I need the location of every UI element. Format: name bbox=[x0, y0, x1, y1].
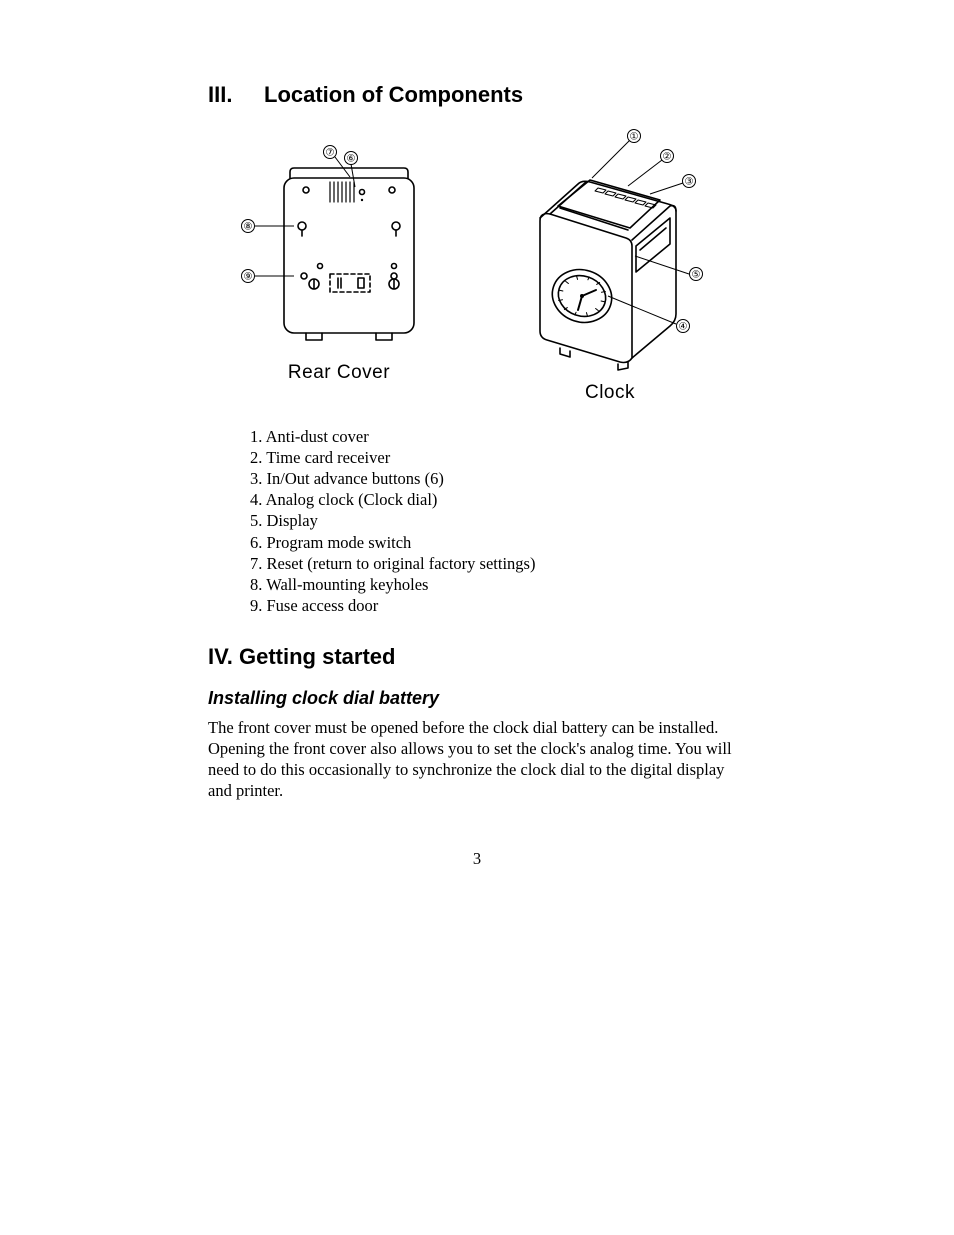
svg-text:①: ① bbox=[630, 132, 639, 143]
svg-text:⑦: ⑦ bbox=[326, 148, 335, 159]
component-list-item: 4. Analog clock (Clock dial) bbox=[250, 489, 746, 510]
figure-rear-caption: Rear Cover bbox=[288, 362, 390, 384]
section-4-heading: IV. Getting started bbox=[208, 644, 746, 670]
section-3-heading: III.Location of Components bbox=[208, 82, 746, 108]
rear-cover-diagram: ⑦ ⑥ ⑧ ⑨ bbox=[234, 126, 444, 356]
svg-text:⑨: ⑨ bbox=[244, 272, 253, 283]
component-list-item: 9. Fuse access door bbox=[250, 595, 746, 616]
component-list: 1. Anti-dust cover2. Time card receiver3… bbox=[250, 426, 746, 616]
component-list-item: 7. Reset (return to original factory set… bbox=[250, 553, 746, 574]
figure-area: ⑦ ⑥ ⑧ ⑨ Rear Cover ① ② ③ ⑤ ④ Clock bbox=[208, 126, 746, 404]
clock-diagram: ① ② ③ ⑤ ④ bbox=[500, 126, 720, 376]
svg-text:②: ② bbox=[663, 152, 672, 163]
page: III.Location of Components ⑦ ⑥ ⑧ ⑨ Rear Cov… bbox=[0, 0, 954, 1235]
component-list-item: 2. Time card receiver bbox=[250, 447, 746, 468]
svg-text:⑥: ⑥ bbox=[347, 154, 356, 165]
section-3-number: III. bbox=[208, 82, 264, 108]
component-list-item: 1. Anti-dust cover bbox=[250, 426, 746, 447]
page-number: 3 bbox=[208, 849, 746, 869]
section-3-title: Location of Components bbox=[264, 82, 523, 107]
figure-clock-caption: Clock bbox=[585, 382, 635, 404]
section-4-paragraph: The front cover must be opened before th… bbox=[208, 717, 746, 801]
component-list-item: 5. Display bbox=[250, 510, 746, 531]
figure-rear-column: ⑦ ⑥ ⑧ ⑨ Rear Cover bbox=[234, 126, 444, 404]
component-list-item: 3. In/Out advance buttons (6) bbox=[250, 468, 746, 489]
svg-text:⑤: ⑤ bbox=[692, 270, 701, 281]
svg-text:④: ④ bbox=[679, 322, 688, 333]
figure-clock-column: ① ② ③ ⑤ ④ Clock bbox=[500, 126, 720, 404]
svg-text:⑧: ⑧ bbox=[244, 222, 253, 233]
svg-text:③: ③ bbox=[685, 177, 694, 188]
component-list-item: 6. Program mode switch bbox=[250, 532, 746, 553]
component-list-item: 8. Wall-mounting keyholes bbox=[250, 574, 746, 595]
section-4-subheading: Installing clock dial battery bbox=[208, 688, 746, 709]
